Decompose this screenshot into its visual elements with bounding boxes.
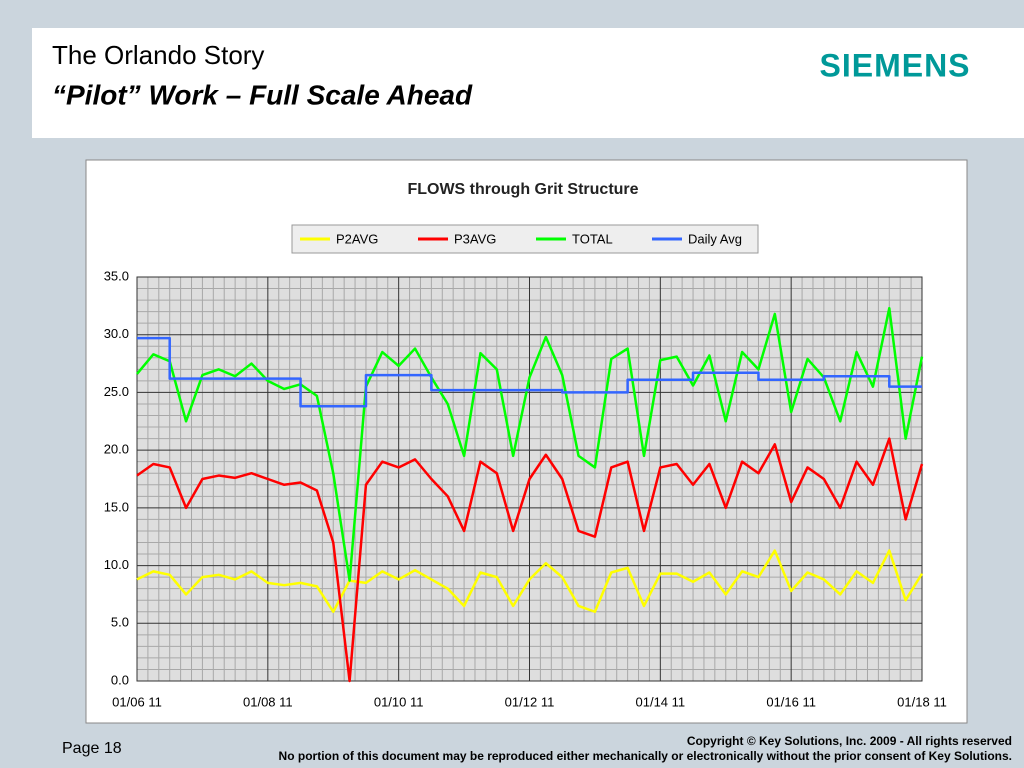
axis-labels: 0.0 5.0 10.0 15.0 20.0 25.0 30.0 35.0 01/06 11 01… [104, 268, 947, 709]
y-tick-label: 35.0 [104, 268, 129, 283]
y-tick-label: 5.0 [111, 615, 129, 630]
x-tick-label: 01/18 11 [897, 694, 947, 709]
y-tick-label: 25.0 [104, 384, 129, 399]
header-box [32, 28, 1024, 138]
x-tick-label: 01/10 11 [374, 694, 424, 709]
x-tick-label: 01/06 11 [112, 694, 162, 709]
y-tick-label: 20.0 [104, 442, 129, 457]
y-tick-label: 0.0 [111, 672, 129, 687]
legend-label: TOTAL [572, 231, 613, 246]
notice: No portion of this document may be repro… [279, 749, 1012, 763]
plot-border [136, 276, 923, 682]
legend-label: P3AVG [454, 231, 496, 246]
series-line [136, 549, 924, 613]
major-grid [136, 276, 923, 682]
logo: SIEMENS [819, 47, 970, 83]
x-tick-label: 01/12 11 [505, 694, 555, 709]
y-tick-label: 30.0 [104, 326, 129, 341]
chart-title: FLOWS through Grit Structure [407, 181, 638, 198]
copyright: Copyright © Key Solutions, Inc. 2009 - A… [687, 734, 1012, 748]
y-tick-label: 15.0 [104, 499, 129, 514]
series-line [137, 336, 922, 408]
slide-title: The Orlando Story [52, 40, 264, 70]
series-lines [136, 306, 924, 683]
series-line [136, 306, 924, 582]
y-tick-label: 10.0 [104, 557, 129, 572]
page-number: Page 18 [62, 740, 122, 757]
x-tick-label: 01/14 11 [636, 694, 686, 709]
legend-label: Daily Avg [688, 231, 742, 246]
x-tick-label: 01/08 11 [243, 694, 293, 709]
x-tick-label: 01/16 11 [766, 694, 816, 709]
legend-label: P2AVG [336, 231, 378, 246]
series-line [136, 437, 924, 683]
slide-subtitle: “Pilot” Work – Full Scale Ahead [52, 79, 473, 110]
